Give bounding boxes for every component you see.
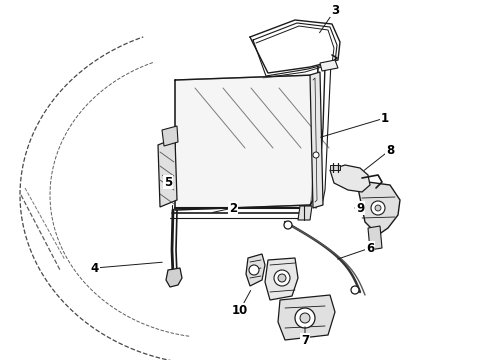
Circle shape xyxy=(249,265,259,275)
Polygon shape xyxy=(158,138,177,207)
Circle shape xyxy=(375,205,381,211)
Text: 6: 6 xyxy=(366,242,374,255)
Circle shape xyxy=(313,152,319,158)
Polygon shape xyxy=(330,165,340,170)
Circle shape xyxy=(351,286,359,294)
Circle shape xyxy=(295,308,315,328)
Text: 2: 2 xyxy=(229,202,237,215)
Text: 8: 8 xyxy=(386,144,394,157)
Polygon shape xyxy=(278,295,335,340)
Text: 9: 9 xyxy=(356,202,364,215)
Circle shape xyxy=(284,221,292,229)
Text: 5: 5 xyxy=(164,175,172,189)
Text: 7: 7 xyxy=(301,333,309,346)
Polygon shape xyxy=(330,165,370,192)
Polygon shape xyxy=(368,226,382,250)
Polygon shape xyxy=(246,254,265,286)
Circle shape xyxy=(278,274,286,282)
Polygon shape xyxy=(358,182,400,235)
Polygon shape xyxy=(320,60,338,71)
Polygon shape xyxy=(166,268,182,287)
Circle shape xyxy=(274,270,290,286)
Polygon shape xyxy=(310,72,323,208)
Text: 3: 3 xyxy=(331,4,339,17)
Polygon shape xyxy=(265,258,298,300)
Text: 10: 10 xyxy=(232,303,248,316)
Polygon shape xyxy=(175,75,315,210)
Polygon shape xyxy=(162,126,178,146)
Circle shape xyxy=(300,313,310,323)
Circle shape xyxy=(371,201,385,215)
Text: 4: 4 xyxy=(91,261,99,274)
Text: 1: 1 xyxy=(381,112,389,125)
Polygon shape xyxy=(298,206,312,220)
